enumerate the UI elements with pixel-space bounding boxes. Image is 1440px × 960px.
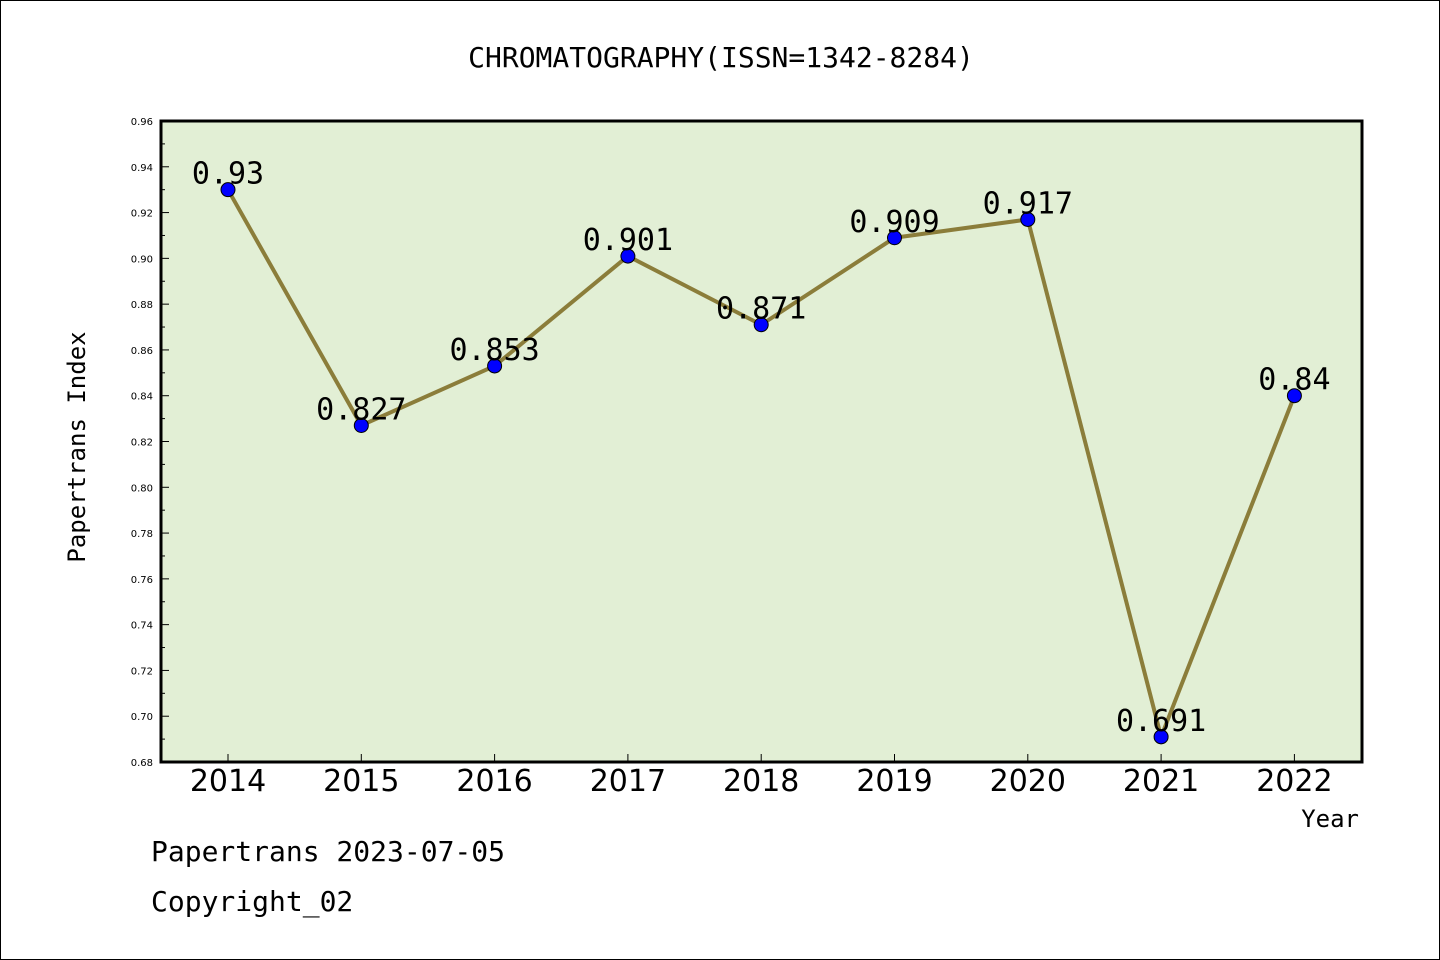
data-point bbox=[887, 230, 902, 246]
chart-title: CHROMATOGRAPHY(ISSN=1342-8284) bbox=[468, 41, 974, 74]
y-tick-label: 0.80 bbox=[131, 483, 153, 494]
data-point bbox=[1153, 729, 1169, 745]
x-tick-label: 2021 bbox=[1123, 764, 1199, 799]
y-tick-label: 0.82 bbox=[131, 438, 153, 449]
data-label: 0.84 bbox=[1258, 363, 1330, 398]
x-axis-label: Year bbox=[1301, 805, 1359, 833]
data-label: 0.917 bbox=[983, 186, 1073, 221]
y-tick-label: 0.74 bbox=[131, 621, 153, 632]
y-tick-label: 0.94 bbox=[131, 163, 153, 174]
data-label: 0.871 bbox=[716, 292, 806, 327]
x-tick-label: 2018 bbox=[723, 764, 799, 799]
x-tick-label: 2014 bbox=[190, 764, 266, 799]
y-tick-label: 0.70 bbox=[131, 712, 153, 723]
data-label: 0.853 bbox=[449, 333, 539, 368]
y-tick-label: 0.68 bbox=[131, 758, 153, 769]
y-tick-label: 0.90 bbox=[131, 254, 153, 265]
data-point bbox=[1286, 388, 1302, 404]
y-tick-label: 0.86 bbox=[131, 346, 153, 357]
data-point bbox=[487, 358, 503, 374]
data-label: 0.691 bbox=[1116, 704, 1206, 739]
data-point bbox=[1020, 211, 1036, 227]
data-label: 0.93 bbox=[192, 157, 264, 192]
plot-background bbox=[161, 121, 1362, 762]
y-axis-label: Papertrans Index bbox=[63, 331, 91, 562]
data-point bbox=[620, 248, 636, 264]
x-tick-label: 2017 bbox=[590, 764, 666, 799]
y-tick-label: 0.72 bbox=[131, 666, 153, 677]
footer-copyright: Copyright_02 bbox=[151, 885, 354, 918]
x-tick-label: 2016 bbox=[456, 764, 532, 799]
x-tick-label: 2015 bbox=[323, 764, 399, 799]
data-label: 0.827 bbox=[316, 392, 406, 427]
y-tick-label: 0.96 bbox=[131, 117, 153, 128]
data-label: 0.909 bbox=[849, 205, 939, 240]
data-point bbox=[353, 417, 369, 433]
data-point bbox=[753, 317, 769, 333]
footer-date: Papertrans 2023-07-05 bbox=[151, 835, 506, 868]
x-tick-label: 2022 bbox=[1256, 764, 1332, 799]
y-tick-label: 0.92 bbox=[131, 209, 153, 220]
data-point bbox=[220, 182, 236, 198]
y-tick-label: 0.78 bbox=[131, 529, 153, 540]
data-label: 0.901 bbox=[583, 223, 673, 258]
x-tick-label: 2019 bbox=[856, 764, 932, 799]
plot-frame bbox=[159, 119, 1364, 764]
y-tick-label: 0.84 bbox=[131, 392, 153, 403]
y-tick-label: 0.88 bbox=[131, 300, 153, 311]
y-tick-label: 0.76 bbox=[131, 575, 153, 586]
x-tick-label: 2020 bbox=[990, 764, 1066, 799]
